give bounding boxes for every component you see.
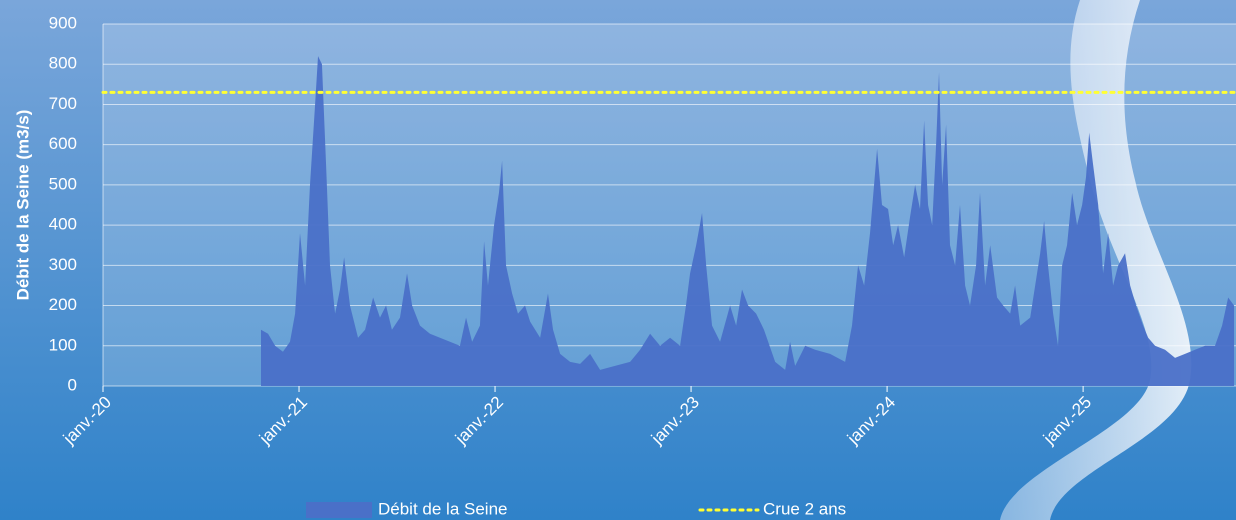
y-tick-label: 700: [49, 94, 77, 113]
y-tick-label: 900: [49, 13, 77, 32]
y-tick-label: 600: [49, 134, 77, 153]
y-tick-label: 0: [68, 375, 77, 394]
y-axis-title: Débit de la Seine (m3/s): [13, 110, 32, 301]
y-tick-label: 500: [49, 174, 77, 193]
y-tick-label: 400: [49, 215, 77, 234]
y-tick-label: 100: [49, 335, 77, 354]
legend-label: Débit de la Seine: [378, 499, 507, 518]
y-tick-label: 200: [49, 295, 77, 314]
legend-label: Crue 2 ans: [763, 499, 846, 518]
y-tick-label: 800: [49, 54, 77, 73]
chart: Débit de la Seine (m3/s) 0 100 200 300 400 50…: [0, 0, 1236, 520]
legend-swatch: [306, 502, 372, 518]
y-tick-label: 300: [49, 255, 77, 274]
